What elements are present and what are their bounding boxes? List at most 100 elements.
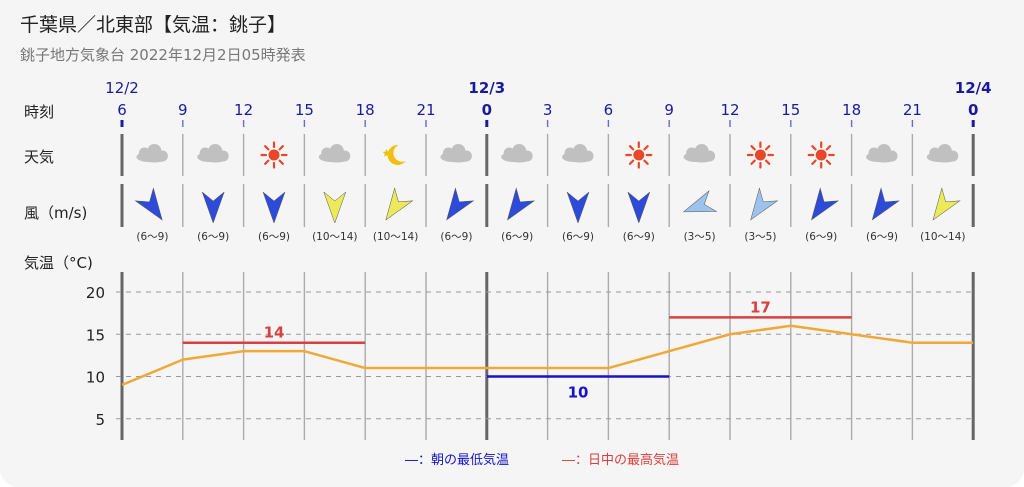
wind-arrow-shape xyxy=(134,187,163,221)
hour-label: 9 xyxy=(664,101,674,119)
wind-speed-range: (10～14) xyxy=(373,231,418,243)
wind-arrow-shape xyxy=(627,191,651,224)
hour-label: 9 xyxy=(178,101,188,119)
wind-speed-range: (6～9) xyxy=(866,231,898,243)
wind-arrow-icon xyxy=(134,187,163,221)
daily-max-label: 17 xyxy=(750,298,771,316)
sun-ray xyxy=(628,145,635,151)
wind-arrow-icon xyxy=(323,191,347,224)
wind-arrow-shape xyxy=(932,187,961,221)
wind-arrow-shape xyxy=(750,187,779,221)
wind-arrow-icon xyxy=(932,187,961,221)
wind-speed-range: (6～9) xyxy=(440,231,472,243)
sun-icon xyxy=(746,141,775,169)
page-title: 千葉県／北東部【気温：銚子】 xyxy=(20,14,287,36)
sun-ray xyxy=(750,159,756,165)
wind-arrow-icon xyxy=(871,187,900,221)
sun-ray xyxy=(264,159,270,165)
wind-arrow-icon xyxy=(446,187,475,221)
cloud-base xyxy=(931,153,958,163)
hour-label: 21 xyxy=(903,101,922,119)
wind-speed-range: (6～9) xyxy=(136,231,168,243)
issued-by-subtitle: 銚子地方気象台 2022年12月2日05時発表 xyxy=(20,46,306,64)
cloud-icon xyxy=(440,144,472,163)
wind-arrow-shape xyxy=(323,191,347,224)
sun-ray xyxy=(628,159,635,165)
daily-max-label: 14 xyxy=(264,324,285,342)
y-tick-label: 15 xyxy=(86,326,105,344)
wind-arrow-shape xyxy=(871,187,900,221)
sun-ray xyxy=(643,145,649,151)
sun-core xyxy=(754,149,766,161)
legend-min-temp: ―：朝の最低気温 xyxy=(405,452,509,468)
wind-speed-range: (6～9) xyxy=(197,231,229,243)
hour-label: 15 xyxy=(295,101,314,119)
cloud-base xyxy=(141,153,168,163)
wind-arrow-icon xyxy=(385,187,414,221)
hour-label: 18 xyxy=(356,101,375,119)
sun-ray xyxy=(825,159,832,165)
wind-arrow-icon xyxy=(811,187,840,221)
wind-arrow-shape xyxy=(811,187,840,221)
wind-speed-range: (3～5) xyxy=(684,231,716,243)
sun-core xyxy=(268,149,280,161)
cloud-base xyxy=(506,153,533,163)
hour-label: 6 xyxy=(117,101,127,119)
wind-speed-range: (3～5) xyxy=(744,231,776,243)
wind-speed-range: (6～9) xyxy=(562,231,594,243)
hour-label: 12 xyxy=(720,101,739,119)
hour-label: 6 xyxy=(604,101,614,119)
wind-speed-range: (10～14) xyxy=(920,231,965,243)
sun-ray xyxy=(264,145,270,151)
cloud-icon xyxy=(197,144,229,163)
sun-ray xyxy=(764,145,771,151)
wind-arrow-shape xyxy=(566,191,590,224)
cloud-base xyxy=(688,153,715,163)
cloud-icon xyxy=(136,144,168,163)
sun-ray xyxy=(278,159,284,165)
sun-ray xyxy=(278,145,284,151)
wind-arrow-shape xyxy=(446,187,475,221)
wind-arrow-shape xyxy=(201,191,225,224)
wind-speed-range: (10～14) xyxy=(312,231,357,243)
cloud-icon xyxy=(926,144,959,163)
wind-speed-range: (6～9) xyxy=(258,231,290,243)
hour-label: 0 xyxy=(968,101,978,119)
moon-crescent xyxy=(387,144,406,165)
daily-min-label: 10 xyxy=(568,384,589,402)
wind-speed-range: (6～9) xyxy=(623,231,655,243)
hour-label: 3 xyxy=(543,101,553,119)
wind-arrow-icon xyxy=(682,190,718,213)
sun-icon xyxy=(260,141,288,169)
wind-speed-range: (6～9) xyxy=(805,231,837,243)
date-label: 12/3 xyxy=(468,79,505,97)
legend-max-temp: ―：日中の最高気温 xyxy=(562,452,679,468)
y-tick-label: 10 xyxy=(86,369,105,387)
sun-icon xyxy=(625,141,653,169)
wind-row-label: 風（m/s) xyxy=(24,204,87,222)
star-icon xyxy=(382,149,391,157)
wind-arrow-icon xyxy=(262,191,286,224)
temperature-row-label: 気温（°C) xyxy=(24,254,93,272)
y-tick-label: 20 xyxy=(86,284,105,302)
weather-row-label: 天気 xyxy=(24,148,54,166)
cloud-base xyxy=(445,153,472,163)
wind-arrow-shape xyxy=(385,187,414,221)
sun-core xyxy=(633,149,645,161)
cloud-base xyxy=(323,153,350,163)
sun-ray xyxy=(750,145,756,151)
sun-ray xyxy=(643,159,649,165)
date-label: 12/2 xyxy=(105,79,139,97)
hour-label: 0 xyxy=(482,101,492,119)
date-label: 12/4 xyxy=(955,79,992,97)
moon-icon xyxy=(382,144,406,165)
cloud-icon xyxy=(318,144,351,163)
hour-label: 18 xyxy=(842,101,861,119)
cloud-base xyxy=(202,153,229,163)
wind-speed-range: (6～9) xyxy=(501,231,533,243)
sun-icon xyxy=(807,141,835,169)
cloud-base xyxy=(567,153,593,163)
cloud-icon xyxy=(501,144,533,163)
